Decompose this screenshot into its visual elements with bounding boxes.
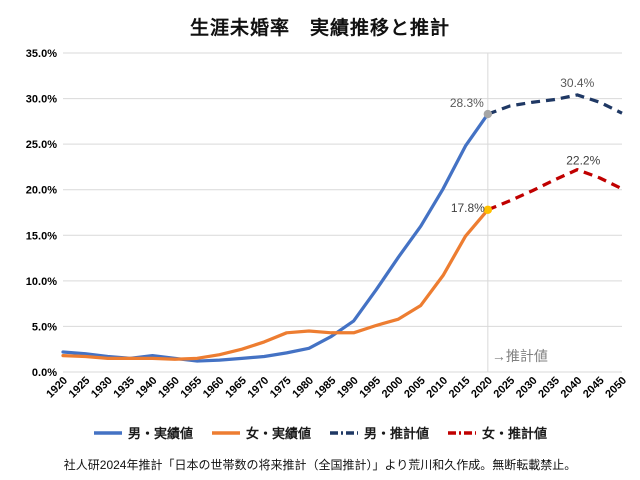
x-tick-label: 1970 [246,375,272,401]
x-tick-label: 2020 [469,375,495,401]
data-label: →推計値 [492,348,548,364]
x-tick-label: 1995 [357,375,383,401]
data-label: 17.8% [451,201,485,215]
x-tick-label: 1955 [178,375,204,401]
y-tick-label: 30.0% [26,94,57,106]
x-tick-label: 2010 [424,375,450,401]
legend-swatch-female-projected [448,430,477,435]
x-tick-label: 2045 [581,375,607,401]
y-tick-label: 0.0% [32,367,57,379]
data-label: 22.2% [566,154,600,168]
junction-marker [483,205,493,214]
x-tick-label: 1965 [223,375,249,401]
legend-item-female-actual: 女・実績値 [211,423,311,442]
series-line-male-actual [61,112,490,363]
x-tick-label: 1960 [201,375,227,401]
legend-item-male-projected: 男・推計値 [329,423,429,442]
junction-marker [483,109,493,119]
y-tick-label: 5.0% [32,321,57,333]
x-tick-label: 2015 [447,375,473,401]
x-tick-label: 2000 [380,375,406,401]
x-tick-label: 1950 [156,375,182,401]
y-tick-label: 35.0% [26,48,57,60]
x-tick-label: 1980 [290,375,316,401]
x-tick-label: 1940 [134,375,160,401]
series-line-male-projected [487,93,623,116]
legend: 男・実績値 女・実績値 男・推計値 女・推計値 [0,423,640,442]
series-line-female-actual [61,208,490,361]
legend-label-male-projected: 男・推計値 [364,426,430,441]
x-tick-label: 2035 [536,375,562,401]
x-tick-label: 1985 [313,375,339,401]
legend-label-male-actual: 男・実績値 [127,426,193,441]
x-tick-label: 2030 [514,375,540,401]
legend-swatch-female-actual [211,430,240,435]
data-label: 28.3% [450,96,484,110]
legend-swatch-male-actual [93,430,122,435]
y-tick-label: 10.0% [26,276,57,288]
x-tick-label: 2040 [559,375,585,401]
y-tick-label: 25.0% [26,139,57,151]
legend-label-female-projected: 女・推計値 [482,426,548,441]
source-caption: 社人研2024年推計「日本の世帯数の将来推計（全国推計）」より荒川和久作成。無断… [63,458,577,472]
chart-title: 生涯未婚率 実績推移と推計 [189,18,450,39]
x-tick-label: 1935 [111,375,137,401]
series-line-female-projected [487,168,623,212]
x-tick-label: 1975 [268,375,294,401]
y-tick-label: 15.0% [26,230,57,242]
x-tick-label: 1930 [89,375,115,401]
x-tick-label: 2005 [402,375,428,401]
legend-label-female-actual: 女・実績値 [245,426,311,441]
legend-item-male-actual: 男・実績値 [93,423,193,442]
x-tick-label: 1925 [67,375,93,401]
y-tick-label: 20.0% [26,185,57,197]
x-tick-label: 2050 [603,375,629,401]
x-tick-label: 1990 [335,375,361,401]
legend-swatch-male-projected [330,430,358,435]
data-label: 30.4% [560,76,594,90]
x-tick-label: 2025 [492,375,518,401]
legend-item-female-projected: 女・推計値 [447,423,547,442]
